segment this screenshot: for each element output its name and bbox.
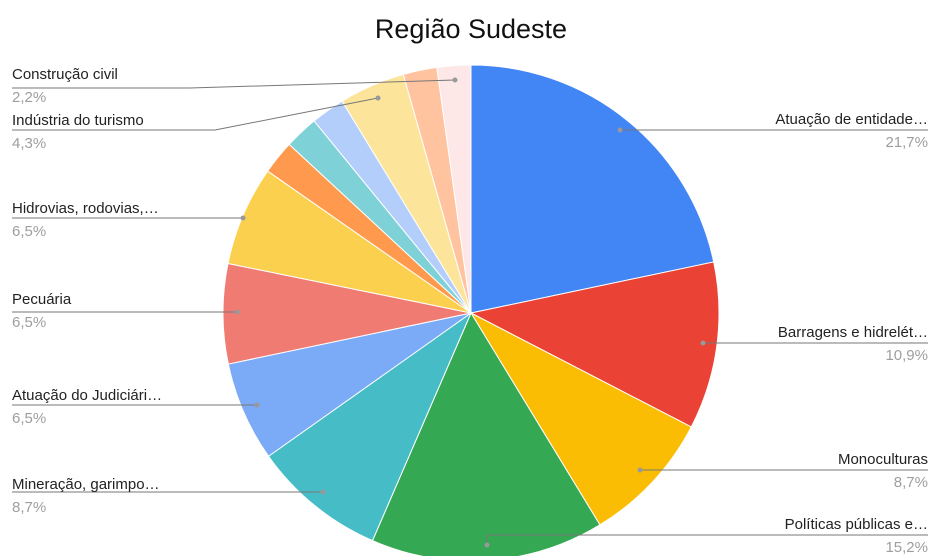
slice-label: Mineração, garimpo…: [12, 476, 160, 493]
slice-label: Monoculturas: [838, 451, 928, 468]
slice-label: Atuação de entidade…: [775, 111, 928, 128]
pie-slice: [371, 311, 601, 556]
leader-line: [12, 79, 456, 89]
leader-dot: [375, 95, 381, 101]
slice-value-label: 10,9%: [885, 347, 928, 364]
slice-value-label: 6,5%: [12, 223, 46, 240]
slice-value-label: 4,3%: [12, 135, 46, 152]
leader-dot: [617, 127, 623, 133]
leader-line: [12, 97, 379, 131]
leader-line: [486, 534, 928, 545]
slice-value-label: 8,7%: [894, 474, 928, 491]
slice-value-label: 8,7%: [12, 499, 46, 516]
slice-label: Indústria do turismo: [12, 112, 144, 129]
slice-label: Políticas públicas e…: [785, 516, 928, 533]
slice-value-label: 21,7%: [885, 134, 928, 151]
slice-value-label: 6,5%: [12, 314, 46, 331]
leader-dot: [637, 467, 643, 473]
slice-value-label: 6,5%: [12, 410, 46, 427]
leader-dot: [240, 215, 246, 221]
pie-slice: [436, 64, 472, 314]
slice-label: Atuação do Judiciári…: [12, 387, 162, 404]
pie-slice: [469, 311, 692, 526]
slice-value-label: 15,2%: [885, 539, 928, 556]
slice-label: Barragens e hidrelét…: [778, 324, 928, 341]
slice-label: Hidrovias, rodovias,…: [12, 200, 159, 217]
pie-slice: [267, 311, 473, 542]
leader-dot: [234, 309, 240, 315]
leader-dot: [254, 402, 260, 408]
chart-title: Região Sudeste: [375, 14, 567, 44]
leader-dot: [484, 542, 490, 548]
slice-label: Construção civil: [12, 66, 118, 83]
leader-dot: [320, 489, 326, 495]
pie-slice: [469, 261, 720, 428]
pie-slice: [470, 64, 715, 314]
slice-value-label: 2,2%: [12, 89, 46, 106]
slice-label: Pecuária: [12, 291, 72, 308]
leader-dot: [700, 340, 706, 346]
leader-dot: [452, 77, 458, 83]
